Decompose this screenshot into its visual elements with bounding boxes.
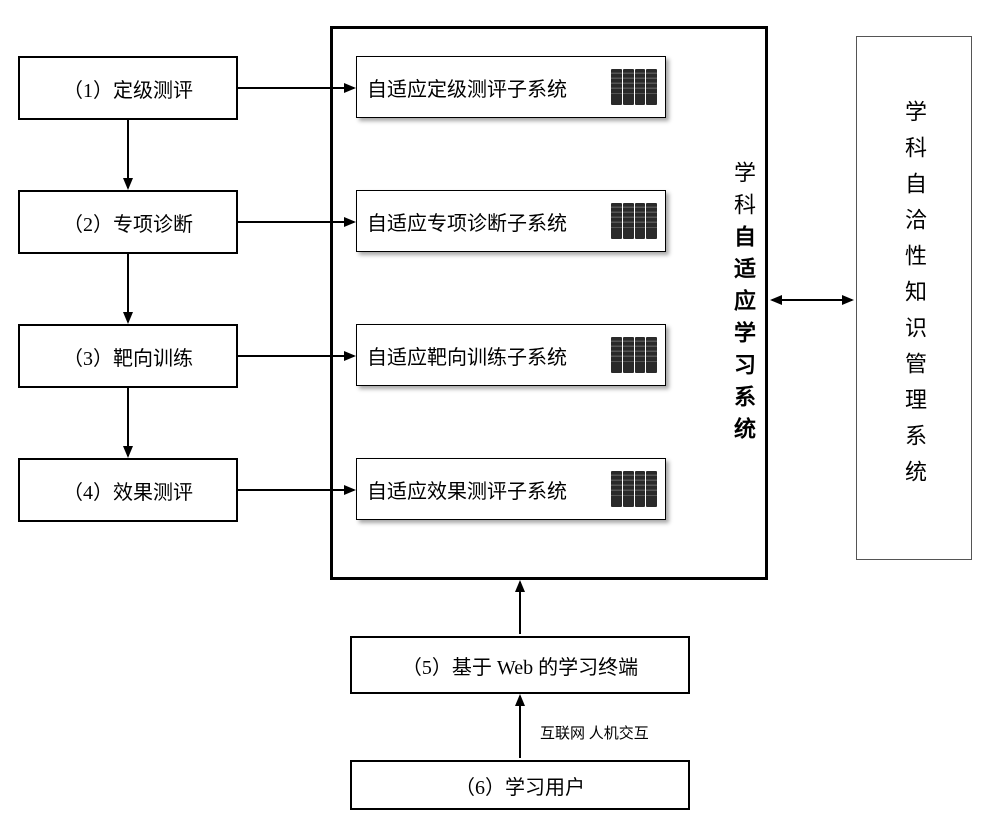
arrows-svg: [0, 0, 1000, 823]
